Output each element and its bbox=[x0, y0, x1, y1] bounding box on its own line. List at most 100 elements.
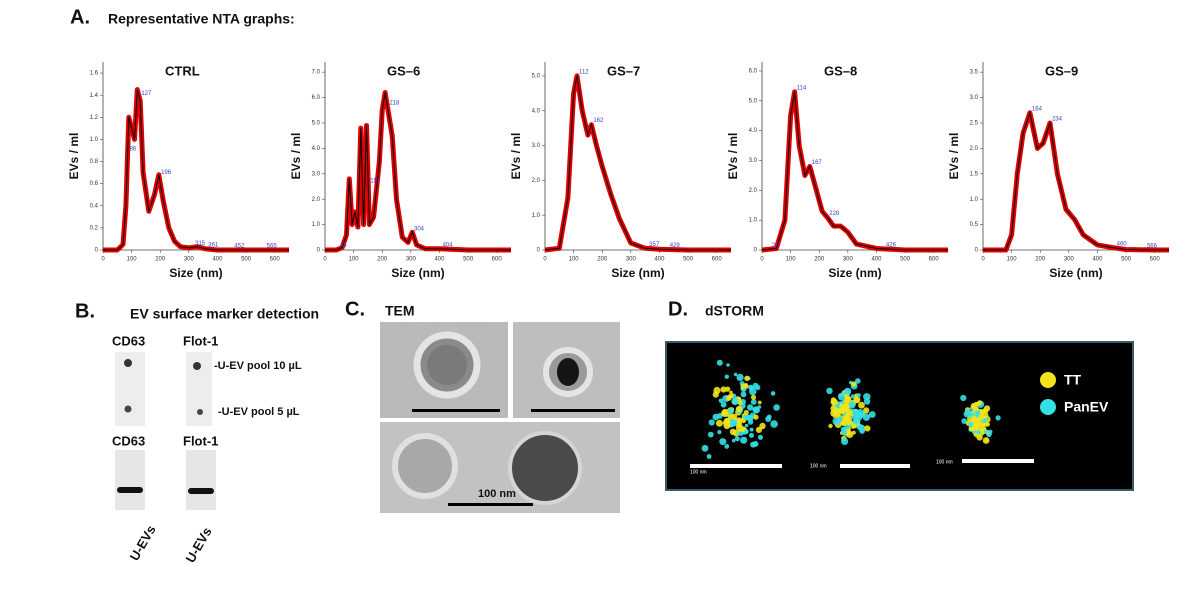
y-tick-label: 1.4 bbox=[90, 93, 99, 99]
localization bbox=[863, 407, 870, 414]
panel-title: EV surface marker detection bbox=[130, 306, 319, 322]
y-tick-label: 2.0 bbox=[312, 197, 321, 203]
y-tick-label: 1.2 bbox=[90, 115, 99, 121]
localization bbox=[749, 427, 754, 432]
localization bbox=[717, 430, 722, 435]
panel-letter: C. bbox=[345, 298, 365, 320]
localization bbox=[863, 398, 871, 405]
peak-label: 429 bbox=[670, 243, 681, 249]
x-tick-label: 0 bbox=[760, 257, 764, 263]
localization bbox=[731, 438, 736, 443]
peak-label: 27 bbox=[772, 243, 779, 249]
localization bbox=[850, 394, 855, 399]
chart-title: GS–7 bbox=[607, 63, 640, 78]
x-tick-label: 600 bbox=[712, 257, 723, 263]
localization bbox=[726, 395, 732, 401]
x-tick-label: 100 bbox=[1007, 257, 1018, 263]
localization bbox=[864, 425, 871, 432]
localization bbox=[856, 393, 861, 398]
localization bbox=[744, 383, 748, 387]
line bbox=[761, 91, 948, 251]
y-tick-label: 0.2 bbox=[90, 225, 99, 231]
peak-label: 45 bbox=[340, 243, 347, 249]
x-axis-label: Size (nm) bbox=[828, 266, 881, 280]
localization bbox=[747, 416, 754, 422]
localization bbox=[837, 393, 846, 401]
peak-label: 426 bbox=[886, 242, 897, 248]
localization bbox=[961, 418, 967, 424]
localization bbox=[975, 420, 981, 426]
y-axis-label: EVs / ml bbox=[947, 133, 961, 180]
vesicle-core bbox=[427, 345, 467, 385]
scale-bar bbox=[690, 464, 782, 468]
y-tick-label: 1.0 bbox=[532, 213, 541, 219]
localization bbox=[979, 422, 985, 427]
localization bbox=[757, 434, 764, 440]
panel-title: TEM bbox=[385, 303, 415, 319]
localization bbox=[724, 444, 730, 449]
peak-label: 566 bbox=[1147, 243, 1158, 249]
localization bbox=[718, 398, 724, 404]
x-tick-label: 400 bbox=[434, 257, 445, 263]
scale-bar bbox=[412, 409, 500, 412]
y-axis-label: EVs / ml bbox=[289, 133, 303, 180]
localization bbox=[736, 373, 744, 381]
peak-label: 460 bbox=[1117, 241, 1128, 247]
localization bbox=[853, 396, 861, 404]
peak-label: 565 bbox=[267, 244, 278, 250]
y-tick-label: 5.0 bbox=[532, 74, 541, 80]
localization bbox=[716, 359, 723, 366]
localization bbox=[708, 419, 715, 426]
localization bbox=[826, 387, 833, 395]
localization bbox=[724, 374, 729, 379]
peak-label: 164 bbox=[1032, 106, 1043, 112]
y-tick-label: 3.0 bbox=[970, 95, 979, 101]
localization bbox=[770, 420, 778, 428]
x-tick-label: 300 bbox=[406, 257, 417, 263]
scale-bar bbox=[531, 409, 615, 412]
localization bbox=[851, 381, 857, 387]
localization bbox=[719, 438, 727, 446]
x-tick-label: 400 bbox=[1092, 257, 1103, 263]
x-tick-label: 200 bbox=[814, 257, 825, 263]
localization bbox=[729, 428, 737, 435]
panel-letter: B. bbox=[75, 300, 95, 322]
peak-label: 112 bbox=[579, 70, 589, 76]
localization bbox=[840, 426, 846, 432]
localization bbox=[853, 417, 861, 425]
localization bbox=[720, 401, 727, 408]
vesicle bbox=[392, 433, 458, 499]
vesicle bbox=[508, 431, 582, 505]
dot bbox=[193, 362, 201, 370]
x-tick-label: 500 bbox=[241, 257, 252, 263]
localization bbox=[750, 441, 757, 448]
y-tick-label: 5.0 bbox=[749, 98, 758, 104]
x-tick-label: 500 bbox=[900, 257, 911, 263]
peak-label: 162 bbox=[593, 118, 604, 124]
legend-label: PanEV bbox=[1064, 399, 1109, 415]
x-axis-label: Size (nm) bbox=[1049, 266, 1102, 280]
localization bbox=[729, 390, 733, 395]
peak-label: 234 bbox=[1052, 117, 1063, 123]
localization bbox=[841, 437, 849, 445]
localization bbox=[759, 422, 766, 430]
x-axis-label: Size (nm) bbox=[611, 266, 664, 280]
chart-title: CTRL bbox=[165, 63, 200, 78]
localization bbox=[720, 386, 727, 393]
localization bbox=[845, 409, 853, 417]
scale-bar bbox=[840, 464, 910, 468]
localization bbox=[977, 417, 981, 421]
localization bbox=[757, 400, 762, 405]
line bbox=[103, 89, 289, 251]
localization bbox=[706, 454, 712, 459]
localization bbox=[995, 415, 1001, 421]
localization bbox=[858, 401, 865, 409]
peak-label: 404 bbox=[443, 242, 454, 248]
line bbox=[983, 110, 1169, 251]
localization bbox=[983, 422, 989, 427]
x-axis-label: Size (nm) bbox=[391, 266, 444, 280]
localization bbox=[963, 411, 970, 418]
x-tick-label: 200 bbox=[377, 257, 388, 263]
line bbox=[325, 92, 511, 251]
legend-swatch bbox=[1040, 372, 1056, 388]
